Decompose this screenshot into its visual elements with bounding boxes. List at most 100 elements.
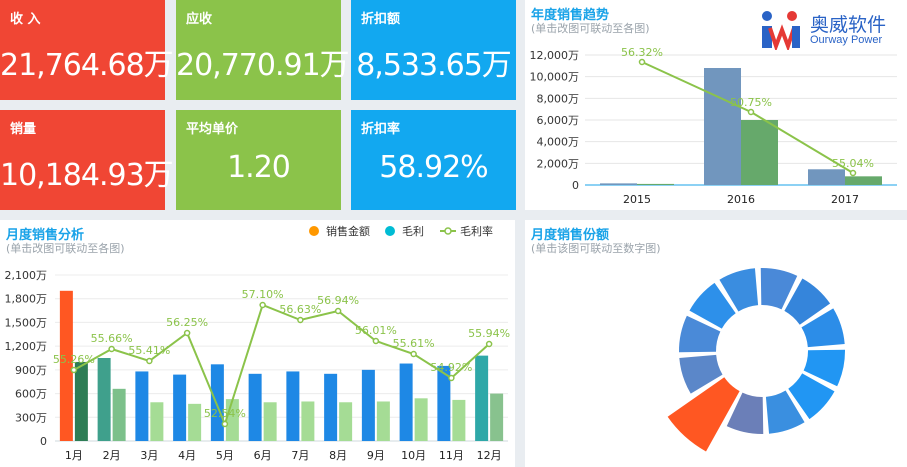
kpi-label: 销量	[10, 118, 36, 137]
x-tick-label: 5月	[216, 449, 234, 462]
legend-label: 毛利率	[460, 224, 493, 238]
y-tick-label: 900万	[15, 364, 47, 377]
gross-margin-label: 56.94%	[317, 294, 359, 307]
gross-margin-label: 55.94%	[468, 327, 510, 340]
margin-point	[749, 110, 754, 115]
legend-label: 销售金额	[326, 224, 370, 238]
bar-gross-profit	[339, 402, 352, 441]
kpi-value: 58.92%	[351, 150, 516, 185]
annual-trend-panel[interactable]: 年度销售趋势 (单击改图可联动至各图) 奥威软件 Ourway Power 0 2…	[525, 0, 907, 210]
kpi-receivable-tile[interactable]: 应收 20,770.91万	[176, 0, 341, 100]
gross-margin-point	[185, 331, 190, 336]
x-tick-label: 11月	[439, 449, 464, 462]
y-tick-label: 2,000万	[537, 157, 580, 170]
legend-dot-icon	[309, 226, 319, 236]
kpi-label: 收 入	[10, 8, 41, 27]
gross-margin-point	[222, 422, 227, 427]
bar-sales-amount	[211, 364, 224, 441]
kpi-value: 10,184.93万	[0, 150, 165, 194]
kpi-label: 折扣率	[361, 118, 400, 137]
gross-margin-point	[336, 309, 341, 314]
y-tick-label: 1,200万	[5, 340, 48, 353]
gross-margin-point	[298, 318, 303, 323]
kpi-discount-rate-tile[interactable]: 折扣率 58.92%	[351, 110, 516, 210]
gross-margin-label: 55.41%	[128, 344, 170, 357]
share-donut-chart[interactable]	[525, 220, 907, 467]
kpi-income-tile[interactable]: 收 入 21,764.68万	[0, 0, 165, 100]
kpi-label: 应收	[186, 8, 212, 27]
x-tick-label: 9月	[367, 449, 385, 462]
y-tick-label: 600万	[15, 388, 47, 401]
y-tick-label: 6,000万	[537, 114, 580, 127]
gross-margin-label: 57.10%	[242, 288, 284, 301]
bar-gross-profit	[150, 402, 163, 441]
monthly-analysis-panel[interactable]: 月度销售分析 (单击改图可联动至各图) 0 300万 600万 900万 1,200万 1…	[0, 220, 515, 467]
bar-sales-amount	[324, 374, 337, 441]
kpi-discount-amount-tile[interactable]: 折扣额 8,533.65万	[351, 0, 516, 100]
gross-margin-point	[373, 339, 378, 344]
gross-margin-point	[71, 368, 76, 373]
margin-label: 55.04%	[832, 157, 874, 170]
x-tick-label: 8月	[329, 449, 347, 462]
x-tick-label: 10月	[401, 449, 426, 462]
kpi-sales-volume-tile[interactable]: 销量 10,184.93万	[0, 110, 165, 210]
x-tick-label: 6月	[254, 449, 272, 462]
legend-label: 毛利	[402, 225, 424, 238]
bar-series1	[600, 183, 637, 185]
monthly-share-panel[interactable]: 月度销售份额 (单击该图可联动至数字图)	[525, 220, 907, 467]
y-tick-label: 10,000万	[530, 71, 580, 84]
margin-point	[851, 171, 856, 176]
kpi-label: 平均单价	[186, 118, 238, 137]
bar-gross-profit	[452, 400, 465, 441]
x-tick-label: 2月	[103, 449, 121, 462]
bar-gross-profit	[188, 404, 201, 441]
bar-sales-amount	[173, 375, 186, 441]
y-tick-label: 8,000万	[537, 92, 580, 105]
y-tick-label: 4,000万	[537, 136, 580, 149]
bar-gross-profit	[377, 401, 390, 441]
x-tick-label: 12月	[477, 449, 502, 462]
bar-gross-profit	[226, 399, 239, 441]
x-tick-label: 2016	[727, 193, 755, 206]
x-tick-label: 3月	[140, 449, 158, 462]
bar-sales-amount	[362, 370, 375, 441]
bar-series1	[808, 169, 845, 185]
bar-sales-amount	[286, 371, 299, 441]
legend-dot-icon	[385, 226, 395, 236]
gross-margin-label: 55.61%	[393, 337, 435, 350]
bar-gross-profit	[264, 402, 277, 441]
gross-margin-point	[109, 347, 114, 352]
kpi-value: 20,770.91万	[176, 40, 341, 84]
kpi-value: 8,533.65万	[351, 40, 516, 84]
gross-margin-point	[411, 352, 416, 357]
gross-margin-label: 54.92%	[430, 361, 472, 374]
gross-margin-point	[487, 342, 492, 347]
gross-margin-point	[147, 359, 152, 364]
bar-sales-amount	[249, 374, 262, 441]
x-tick-label: 1月	[65, 449, 83, 462]
y-tick-label: 0	[40, 435, 47, 448]
bar-sales-amount	[135, 371, 148, 441]
bar-gross-profit	[415, 398, 428, 441]
bar-sales-amount	[98, 358, 111, 441]
bar-gross-profit	[113, 389, 126, 441]
y-tick-label: 1,800万	[5, 293, 48, 306]
x-tick-label: 7月	[291, 449, 309, 462]
kpi-avg-price-tile[interactable]: 平均单价 1.20	[176, 110, 341, 210]
annual-chart[interactable]: 0 2,000万 4,000万 6,000万 8,000万 10,000万 12,000万 2…	[525, 0, 907, 210]
gross-margin-label: 56.63%	[279, 303, 321, 316]
kpi-label: 折扣额	[361, 8, 400, 27]
gross-margin-point	[449, 376, 454, 381]
x-tick-label: 2015	[623, 193, 651, 206]
legend-marker-icon	[445, 228, 451, 234]
x-tick-label: 4月	[178, 449, 196, 462]
y-tick-label: 1,500万	[5, 316, 48, 329]
gross-margin-point	[260, 303, 265, 308]
monthly-chart[interactable]: 0 300万 600万 900万 1,200万 1,500万 1,800万 2,100万 1月 2…	[0, 220, 515, 467]
bar-gross-profit	[490, 394, 503, 441]
donut-slice[interactable]	[668, 377, 740, 451]
margin-label: 50.75%	[730, 96, 772, 109]
gross-margin-label: 56.01%	[355, 324, 397, 337]
bar-series2	[637, 184, 674, 185]
bar-series2	[741, 120, 778, 185]
